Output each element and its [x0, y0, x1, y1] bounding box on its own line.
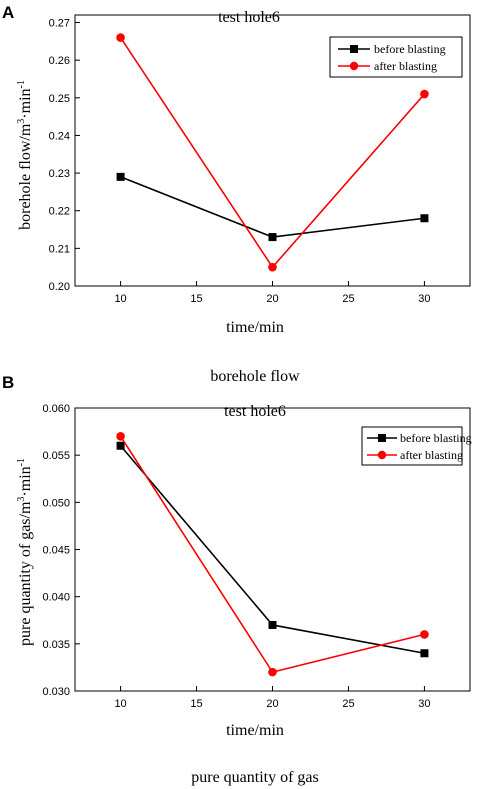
chart-a-x-tick-label: 10	[114, 293, 126, 305]
chart-a-point-after	[268, 262, 277, 272]
chart-b: B test hole6 0.0300.0350.0400.0450.0500.…	[2, 373, 472, 786]
chart-b-y-tick-label: 0.040	[42, 592, 70, 604]
chart-a-x-axis-label: time/min	[226, 319, 284, 336]
chart-b-point-after	[268, 667, 277, 677]
chart-b-point-after	[116, 432, 125, 441]
chart-a-y-tick-label: 0.25	[49, 93, 70, 105]
chart-b-y-tick-label: 0.050	[42, 497, 70, 509]
chart-a-x-tick-label: 30	[418, 293, 430, 305]
chart-a-y-tick-label: 0.22	[49, 206, 70, 218]
chart-a-point-before	[420, 214, 429, 223]
chart-a-legend-label-before: before blasting	[374, 42, 446, 56]
chart-b-legend-box	[361, 426, 463, 466]
chart-b-legend: before blasting after blasting	[361, 426, 472, 466]
chart-a-y-label-sup2: -1	[16, 80, 27, 88]
chart-b-x-axis: 10 15 20 25 30	[114, 686, 431, 710]
chart-a-y-label-base: borehole flow/m	[17, 123, 34, 230]
chart-b-legend-label-after: after blasting	[400, 448, 463, 462]
chart-a-point-after	[116, 33, 125, 42]
chart-a-x-tick-label: 25	[342, 293, 354, 305]
chart-a-legend-marker-after	[349, 61, 359, 71]
chart-b-point-before	[268, 620, 277, 629]
chart-b-y-axis-label: pure quantity of gas/m3·min-1	[16, 458, 34, 646]
chart-b-series	[116, 432, 429, 677]
chart-b-caption: pure quantity of gas	[191, 769, 319, 786]
chart-a: A test hole6 0.200.210.220.230.240.250.2…	[2, 3, 471, 385]
chart-b-y-axis: 0.030 0.035 0.040 0.045 0.050 0.055 0.060	[42, 403, 80, 698]
chart-b-point-before	[116, 441, 125, 450]
chart-b-point-before	[420, 649, 429, 658]
chart-a-legend-marker-before	[350, 45, 358, 53]
chart-b-y-tick-label: 0.060	[42, 403, 70, 415]
chart-b-legend-label-before: before blasting	[400, 431, 472, 445]
chart-b-y-label-base: pure quantity of gas/m	[17, 501, 34, 646]
chart-a-legend: before blasting after blasting	[329, 36, 463, 78]
chart-b-x-tick-label: 30	[418, 698, 430, 710]
chart-a-y-label-mid: ·min	[17, 88, 34, 118]
chart-a-caption: borehole flow	[210, 368, 300, 385]
chart-a-series	[116, 33, 429, 272]
chart-b-legend-marker-after	[377, 450, 387, 460]
chart-a-point-before	[268, 233, 277, 242]
chart-b-title: test hole6	[224, 403, 286, 420]
chart-a-x-axis: 10 15 20 25 30	[114, 281, 431, 305]
chart-b-x-tick-label: 10	[114, 698, 126, 710]
chart-b-x-tick-label: 25	[342, 698, 354, 710]
chart-b-y-tick-label: 0.035	[42, 639, 70, 651]
panel-letter-b: B	[2, 373, 14, 392]
chart-b-y-label-sup1: 3	[16, 497, 27, 502]
chart-b-y-tick-label: 0.055	[42, 450, 70, 462]
chart-a-y-tick-label: 0.27	[49, 18, 70, 30]
chart-a-point-before	[116, 172, 125, 181]
chart-a-line-before	[120, 176, 425, 238]
chart-b-y-tick-label: 0.030	[42, 686, 70, 698]
chart-b-y-tick-label: 0.045	[42, 545, 70, 557]
chart-a-title: test hole6	[218, 9, 280, 26]
chart-a-point-after	[420, 89, 429, 99]
chart-a-y-tick-label: 0.24	[49, 130, 70, 142]
chart-b-line-after	[119, 435, 425, 674]
chart-a-y-tick-label: 0.20	[49, 281, 70, 293]
chart-b-x-tick-label: 20	[266, 698, 278, 710]
panel-letter-a: A	[2, 3, 14, 22]
chart-a-y-tick-label: 0.26	[49, 55, 70, 67]
chart-a-y-axis-label: borehole flow/m3·min-1	[16, 80, 34, 230]
chart-a-x-tick-label: 15	[190, 293, 202, 305]
chart-a-y-tick-label: 0.23	[49, 168, 70, 180]
chart-b-y-label-sup2: -1	[16, 458, 27, 466]
chart-b-x-axis-label: time/min	[226, 722, 284, 739]
chart-b-y-label-mid: ·min	[17, 466, 34, 496]
chart-a-x-tick-label: 20	[266, 293, 278, 305]
chart-a-legend-label-after: after blasting	[374, 59, 437, 73]
chart-a-y-tick-label: 0.21	[49, 243, 70, 255]
chart-a-y-label-sup1: 3	[16, 119, 27, 124]
chart-b-legend-marker-before	[378, 434, 386, 442]
chart-a-legend-box	[329, 36, 463, 78]
chart-b-point-after	[420, 630, 429, 639]
chart-a-y-axis: 0.20 0.21 0.22 0.23 0.24 0.25 0.26 0.27	[49, 18, 80, 293]
chart-b-x-tick-label: 15	[190, 698, 202, 710]
